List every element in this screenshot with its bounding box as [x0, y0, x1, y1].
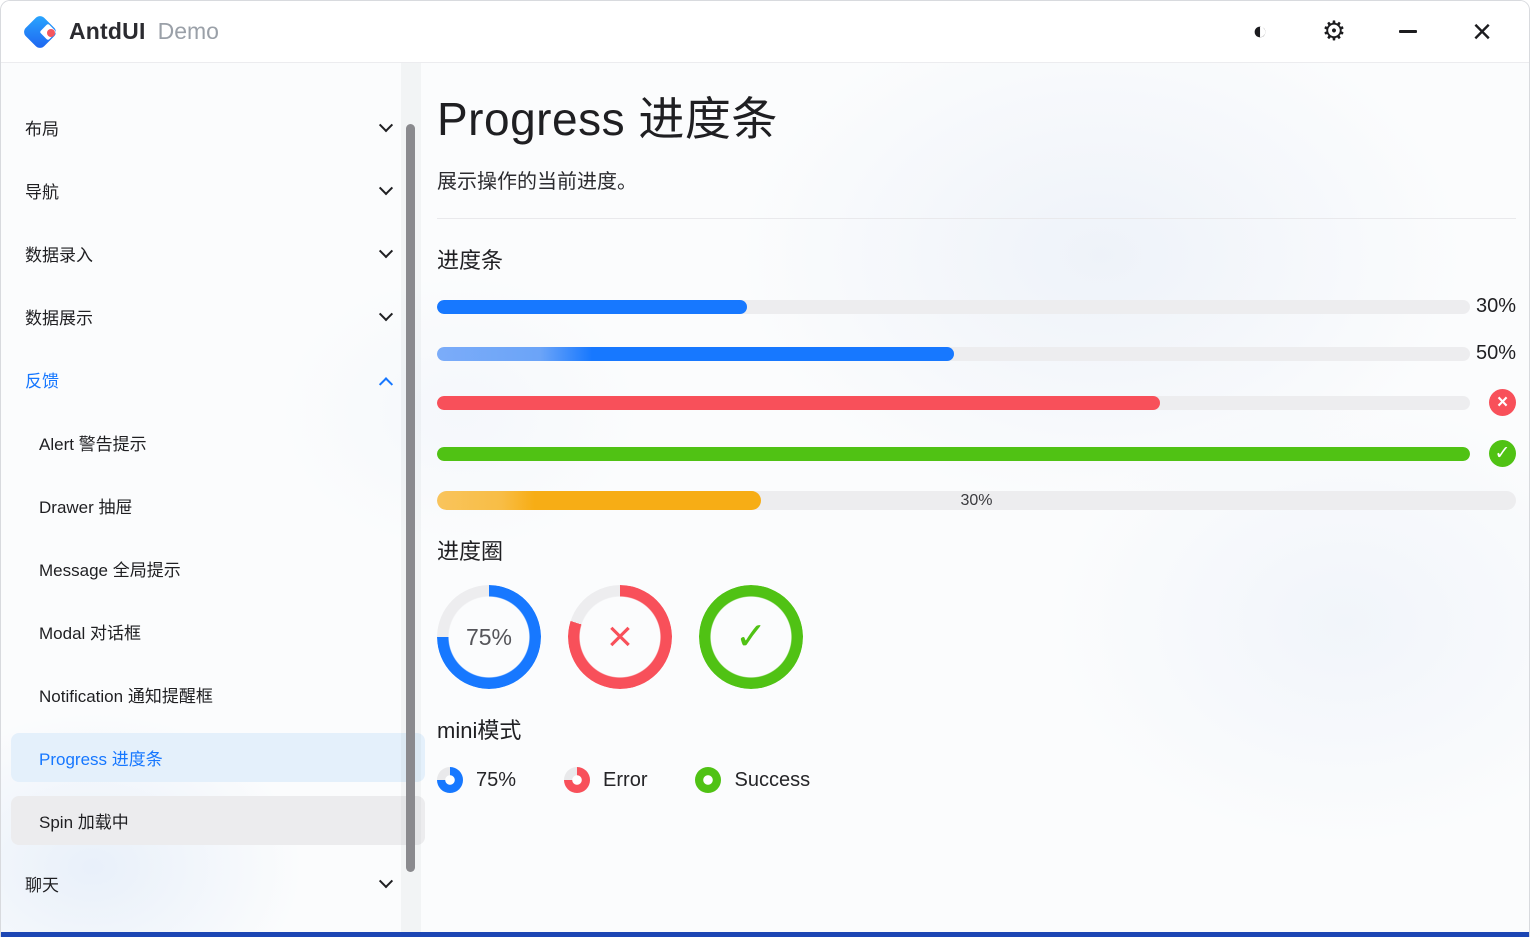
chevron-down-icon: [378, 306, 394, 321]
mini-label: 75%: [476, 768, 517, 791]
sidebar-item-layout[interactable]: 布局: [11, 103, 425, 152]
close-button[interactable]: ×: [1459, 12, 1505, 52]
progress-inner-label: 30%: [960, 491, 993, 509]
progress-fill: [437, 346, 954, 361]
progress-bar-row: ✓: [437, 440, 1516, 467]
divider: [437, 218, 1516, 219]
title-bar: AntdUI Demo ◐ ⚙ ×: [1, 1, 1529, 63]
minimize-icon: [1399, 30, 1417, 33]
theme-contrast-icon: ◐: [1252, 17, 1268, 45]
close-icon: ×: [1472, 12, 1492, 51]
chevron-down-icon: [378, 243, 394, 258]
success-status-icon: ✓: [1489, 440, 1516, 467]
section-heading-line-progress: 进度条: [437, 248, 504, 273]
mini-label: Error: [603, 768, 648, 791]
progress-bar-row: 30%: [437, 491, 1516, 510]
progress-track: [437, 395, 1470, 410]
sidebar-scrollbar[interactable]: [401, 63, 421, 937]
sidebar-item-chat[interactable]: 聊天: [11, 859, 425, 908]
progress-track: 30%: [437, 491, 1516, 510]
progress-label: 50%: [1475, 342, 1516, 364]
progress-track: [437, 299, 1470, 314]
mini-progress-item-error: Error: [564, 767, 647, 793]
sidebar-item-data-display[interactable]: 数据展示: [11, 292, 425, 341]
mini-ring-icon: [695, 767, 722, 793]
mini-progress-item-success: Success: [695, 767, 810, 793]
progress-bar-row: ×: [437, 389, 1516, 416]
circle-progress-success: ✓: [699, 585, 803, 689]
circle-progress-error: ×: [568, 585, 672, 689]
success-check-icon: ✓: [735, 616, 767, 658]
page-description: 展示操作的当前进度。: [437, 171, 637, 193]
window-bottom-accent: [1, 932, 1529, 937]
chevron-down-icon: [378, 873, 394, 888]
progress-label: 30%: [1475, 295, 1516, 317]
sidebar-item-alert[interactable]: Alert 警告提示: [39, 435, 147, 454]
progress-fill: [437, 395, 1161, 410]
chevron-up-icon: [378, 376, 394, 391]
sidebar-item-data-entry[interactable]: 数据录入: [11, 229, 425, 278]
settings-gear-icon: ⚙: [1321, 16, 1347, 46]
progress-track: [437, 446, 1470, 461]
line-progress-group: 30% 50% ×: [437, 295, 1516, 510]
mini-label: Success: [734, 768, 811, 791]
minimize-button[interactable]: [1385, 12, 1431, 52]
progress-fill: [437, 491, 761, 510]
sidebar-menu: 布局 导航 数据录入 数据展示 反馈 Alert 警告提示: [1, 63, 425, 937]
sidebar-item-navigation[interactable]: 导航: [11, 166, 425, 215]
mini-progress-item: 75%: [437, 767, 516, 793]
progress-track: [437, 346, 1470, 361]
circle-progress: 75%: [437, 585, 541, 689]
sidebar-item-modal[interactable]: Modal 对话框: [39, 624, 142, 643]
circle-ring: [699, 585, 803, 689]
mini-ring-icon: [437, 767, 463, 793]
antdui-logo-icon: [21, 13, 59, 50]
progress-bar-row: 30%: [437, 295, 1516, 318]
sidebar-item-drawer[interactable]: Drawer 抽屉: [39, 498, 133, 517]
circle-percent-label: 75%: [465, 623, 513, 650]
chevron-down-icon: [378, 117, 394, 132]
error-status-icon: ×: [1489, 389, 1516, 416]
theme-contrast-button[interactable]: ◐: [1237, 12, 1283, 52]
sidebar-item-progress[interactable]: Progress 进度条: [11, 733, 425, 782]
sidebar-item-feedback[interactable]: 反馈: [11, 355, 425, 404]
progress-fill: [437, 446, 1470, 461]
circle-ring: [437, 585, 541, 689]
chevron-down-icon: [378, 180, 394, 195]
app-title: AntdUI: [69, 18, 146, 44]
sidebar-item-message[interactable]: Message 全局提示: [39, 561, 181, 580]
section-heading-circle-progress: 进度圈: [437, 539, 504, 564]
circle-ring: [568, 585, 672, 689]
mini-progress-group: 75% Error Success: [437, 767, 1516, 793]
progress-fill: [437, 299, 747, 314]
main-content: Progress 进度条 展示操作的当前进度。 进度条 30% 50%: [425, 63, 1529, 937]
section-heading-mini: mini模式: [437, 718, 522, 743]
sidebar-item-spin[interactable]: Spin 加载中: [11, 796, 425, 845]
mini-ring-icon: [564, 767, 591, 793]
circle-progress-group: 75% × ✓: [437, 585, 1516, 689]
page-title: Progress 进度条: [437, 93, 778, 145]
progress-bar-row: 50%: [437, 342, 1516, 365]
error-x-icon: ×: [607, 612, 633, 661]
settings-button[interactable]: ⚙: [1311, 12, 1357, 52]
app-subtitle: Demo: [157, 18, 219, 44]
sidebar-item-notification[interactable]: Notification 通知提醒框: [39, 687, 213, 706]
scrollbar-thumb[interactable]: [406, 124, 415, 872]
